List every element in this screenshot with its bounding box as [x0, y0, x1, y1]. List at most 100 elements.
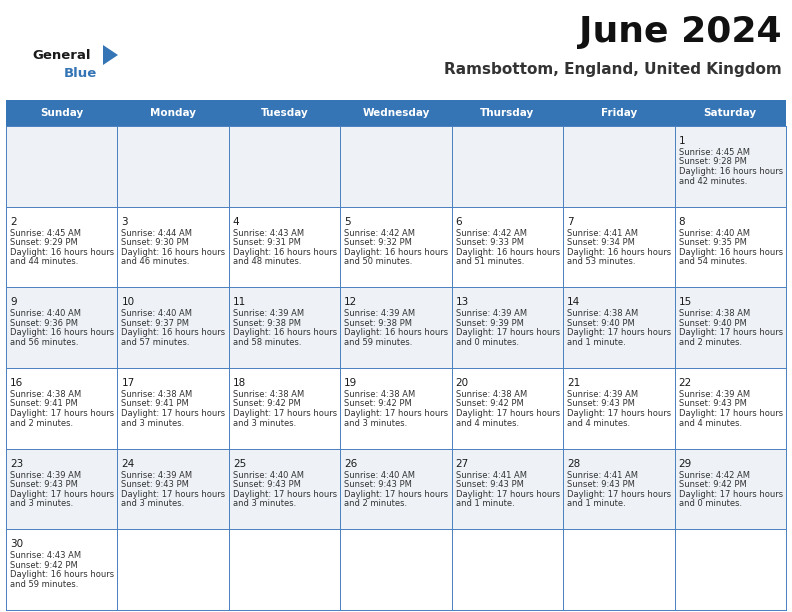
Text: Sunset: 9:36 PM: Sunset: 9:36 PM [10, 319, 78, 328]
Text: 10: 10 [121, 297, 135, 307]
Polygon shape [103, 45, 118, 65]
Text: Sunset: 9:43 PM: Sunset: 9:43 PM [233, 480, 301, 489]
Text: Sunrise: 4:38 AM: Sunrise: 4:38 AM [121, 390, 192, 399]
Bar [6, 529, 786, 610]
Text: Sunrise: 4:40 AM: Sunrise: 4:40 AM [10, 309, 81, 318]
Text: 3: 3 [121, 217, 128, 226]
Text: and 4 minutes.: and 4 minutes. [567, 419, 630, 428]
Text: Sunset: 9:42 PM: Sunset: 9:42 PM [345, 400, 412, 408]
Text: 29: 29 [679, 458, 692, 469]
Text: Daylight: 16 hours hours: Daylight: 16 hours hours [455, 248, 560, 256]
Text: 16: 16 [10, 378, 23, 388]
Text: Sunset: 9:38 PM: Sunset: 9:38 PM [233, 319, 301, 328]
Text: and 44 minutes.: and 44 minutes. [10, 257, 78, 266]
Text: Sunset: 9:41 PM: Sunset: 9:41 PM [121, 400, 189, 408]
Bar [6, 449, 786, 529]
Text: Daylight: 17 hours hours: Daylight: 17 hours hours [455, 328, 560, 337]
Text: 18: 18 [233, 378, 246, 388]
Text: Thursday: Thursday [480, 108, 535, 118]
Text: 28: 28 [567, 458, 581, 469]
Text: Daylight: 16 hours hours: Daylight: 16 hours hours [233, 328, 337, 337]
Text: Sunrise: 4:45 AM: Sunrise: 4:45 AM [10, 229, 81, 237]
Text: Sunrise: 4:39 AM: Sunrise: 4:39 AM [345, 309, 416, 318]
Text: and 59 minutes.: and 59 minutes. [345, 338, 413, 347]
Text: Daylight: 17 hours hours: Daylight: 17 hours hours [567, 328, 672, 337]
Text: and 56 minutes.: and 56 minutes. [10, 338, 78, 347]
Text: Sunset: 9:42 PM: Sunset: 9:42 PM [233, 400, 301, 408]
Text: 14: 14 [567, 297, 581, 307]
Text: Sunset: 9:43 PM: Sunset: 9:43 PM [455, 480, 524, 489]
Text: Daylight: 16 hours hours: Daylight: 16 hours hours [345, 328, 448, 337]
Text: Sunrise: 4:45 AM: Sunrise: 4:45 AM [679, 148, 749, 157]
Bar [6, 207, 786, 287]
Text: Sunset: 9:37 PM: Sunset: 9:37 PM [121, 319, 189, 328]
Text: Sunrise: 4:40 AM: Sunrise: 4:40 AM [233, 471, 304, 480]
Text: Daylight: 17 hours hours: Daylight: 17 hours hours [10, 490, 114, 499]
Text: Daylight: 17 hours hours: Daylight: 17 hours hours [679, 409, 782, 418]
Text: Sunset: 9:42 PM: Sunset: 9:42 PM [10, 561, 78, 570]
Text: and 3 minutes.: and 3 minutes. [233, 419, 296, 428]
Text: and 1 minute.: and 1 minute. [567, 338, 626, 347]
Text: Sunrise: 4:38 AM: Sunrise: 4:38 AM [233, 390, 304, 399]
Text: Daylight: 17 hours hours: Daylight: 17 hours hours [567, 490, 672, 499]
Text: Sunset: 9:39 PM: Sunset: 9:39 PM [455, 319, 524, 328]
Text: Daylight: 17 hours hours: Daylight: 17 hours hours [345, 490, 448, 499]
Text: Monday: Monday [150, 108, 196, 118]
Text: and 48 minutes.: and 48 minutes. [233, 257, 302, 266]
Text: Tuesday: Tuesday [261, 108, 308, 118]
Text: 23: 23 [10, 458, 23, 469]
Text: and 1 minute.: and 1 minute. [455, 499, 515, 508]
Text: 4: 4 [233, 217, 239, 226]
Text: Daylight: 17 hours hours: Daylight: 17 hours hours [345, 409, 448, 418]
Text: and 4 minutes.: and 4 minutes. [679, 419, 741, 428]
Text: Sunset: 9:32 PM: Sunset: 9:32 PM [345, 238, 412, 247]
Text: 8: 8 [679, 217, 685, 226]
Text: Sunset: 9:43 PM: Sunset: 9:43 PM [345, 480, 412, 489]
Text: Sunrise: 4:39 AM: Sunrise: 4:39 AM [455, 309, 527, 318]
Text: 15: 15 [679, 297, 692, 307]
Text: Sunset: 9:43 PM: Sunset: 9:43 PM [679, 400, 746, 408]
Text: Daylight: 17 hours hours: Daylight: 17 hours hours [567, 409, 672, 418]
Text: and 58 minutes.: and 58 minutes. [233, 338, 302, 347]
Text: Sunrise: 4:42 AM: Sunrise: 4:42 AM [455, 229, 527, 237]
Text: Daylight: 17 hours hours: Daylight: 17 hours hours [679, 490, 782, 499]
Text: Sunset: 9:42 PM: Sunset: 9:42 PM [455, 400, 524, 408]
Text: Sunrise: 4:40 AM: Sunrise: 4:40 AM [121, 309, 192, 318]
Text: Blue: Blue [64, 67, 97, 80]
Text: Sunrise: 4:41 AM: Sunrise: 4:41 AM [567, 229, 638, 237]
Text: Daylight: 16 hours hours: Daylight: 16 hours hours [679, 167, 782, 176]
Text: Sunset: 9:30 PM: Sunset: 9:30 PM [121, 238, 189, 247]
Text: Sunrise: 4:39 AM: Sunrise: 4:39 AM [233, 309, 304, 318]
Text: Daylight: 17 hours hours: Daylight: 17 hours hours [679, 328, 782, 337]
Text: 19: 19 [345, 378, 357, 388]
Text: Ramsbottom, England, United Kingdom: Ramsbottom, England, United Kingdom [444, 62, 782, 77]
Text: Sunset: 9:34 PM: Sunset: 9:34 PM [567, 238, 635, 247]
Text: Daylight: 16 hours hours: Daylight: 16 hours hours [10, 570, 114, 580]
Text: Daylight: 16 hours hours: Daylight: 16 hours hours [679, 248, 782, 256]
Bar [6, 100, 786, 126]
Text: Friday: Friday [601, 108, 637, 118]
Text: and 3 minutes.: and 3 minutes. [121, 419, 185, 428]
Text: Sunrise: 4:40 AM: Sunrise: 4:40 AM [345, 471, 415, 480]
Text: Daylight: 16 hours hours: Daylight: 16 hours hours [121, 328, 226, 337]
Text: Daylight: 17 hours hours: Daylight: 17 hours hours [455, 490, 560, 499]
Text: and 3 minutes.: and 3 minutes. [10, 499, 73, 508]
Text: 7: 7 [567, 217, 573, 226]
Text: Sunset: 9:43 PM: Sunset: 9:43 PM [567, 480, 635, 489]
Text: Sunrise: 4:39 AM: Sunrise: 4:39 AM [121, 471, 192, 480]
Text: and 2 minutes.: and 2 minutes. [679, 338, 741, 347]
Text: Sunset: 9:43 PM: Sunset: 9:43 PM [121, 480, 189, 489]
Text: 24: 24 [121, 458, 135, 469]
Text: 25: 25 [233, 458, 246, 469]
Text: and 2 minutes.: and 2 minutes. [345, 499, 407, 508]
Text: 1: 1 [679, 136, 685, 146]
Bar [6, 368, 786, 449]
Text: 20: 20 [455, 378, 469, 388]
Text: Sunset: 9:35 PM: Sunset: 9:35 PM [679, 238, 746, 247]
Text: Sunrise: 4:39 AM: Sunrise: 4:39 AM [679, 390, 750, 399]
Text: Sunset: 9:33 PM: Sunset: 9:33 PM [455, 238, 524, 247]
Text: and 0 minutes.: and 0 minutes. [455, 338, 519, 347]
Text: Sunrise: 4:40 AM: Sunrise: 4:40 AM [679, 229, 749, 237]
Text: 26: 26 [345, 458, 357, 469]
Text: 9: 9 [10, 297, 17, 307]
